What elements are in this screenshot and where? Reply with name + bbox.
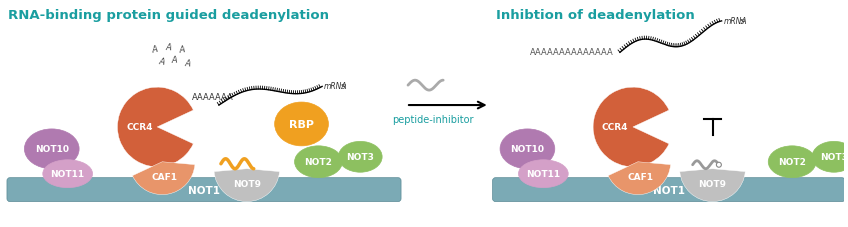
Wedge shape (132, 162, 195, 195)
Text: NOT3: NOT3 (820, 153, 848, 162)
Text: NOT2: NOT2 (778, 158, 806, 167)
Text: CAF1: CAF1 (628, 172, 654, 181)
Text: A: A (151, 45, 159, 55)
Ellipse shape (338, 142, 382, 173)
Text: peptide-inhibitor: peptide-inhibitor (392, 114, 474, 124)
Text: AAAAAAA: AAAAAAA (192, 93, 234, 102)
Wedge shape (214, 169, 280, 202)
Text: 5': 5' (739, 19, 745, 25)
Text: A: A (178, 45, 185, 55)
Ellipse shape (812, 142, 848, 173)
Ellipse shape (500, 129, 555, 169)
Ellipse shape (518, 160, 568, 188)
Ellipse shape (42, 160, 92, 188)
Text: CAF1: CAF1 (152, 172, 178, 181)
Text: A: A (171, 56, 177, 65)
Text: 5': 5' (340, 84, 346, 90)
Text: CCR4: CCR4 (126, 123, 153, 132)
Ellipse shape (294, 146, 343, 178)
Text: AAAAAAAAAAAAAA: AAAAAAAAAAAAAA (530, 48, 614, 57)
Wedge shape (117, 88, 193, 167)
Text: NOT2: NOT2 (304, 158, 332, 167)
Ellipse shape (275, 103, 328, 146)
Text: NOT10: NOT10 (510, 145, 544, 154)
Text: A: A (165, 43, 171, 52)
Text: CCR4: CCR4 (602, 123, 628, 132)
FancyBboxPatch shape (493, 178, 845, 202)
Wedge shape (593, 88, 669, 167)
Text: NOT9: NOT9 (233, 179, 261, 188)
Text: mRNA: mRNA (723, 17, 747, 26)
Text: NOT10: NOT10 (35, 145, 69, 154)
Ellipse shape (768, 146, 816, 178)
Text: Inhibtion of deadenylation: Inhibtion of deadenylation (495, 8, 695, 21)
Text: mRNA: mRNA (324, 82, 348, 91)
Text: NOT9: NOT9 (699, 179, 727, 188)
Text: RNA-binding protein guided deadenylation: RNA-binding protein guided deadenylation (8, 8, 329, 21)
Text: NOT1: NOT1 (653, 185, 684, 195)
FancyBboxPatch shape (7, 178, 401, 202)
Text: RBP: RBP (289, 119, 314, 129)
Text: NOT11: NOT11 (527, 170, 561, 178)
Ellipse shape (717, 163, 722, 168)
Text: NOT1: NOT1 (188, 185, 220, 195)
Text: A: A (159, 57, 165, 67)
Ellipse shape (25, 129, 79, 169)
Wedge shape (680, 169, 745, 202)
Text: A: A (184, 59, 191, 68)
Text: NOT3: NOT3 (346, 153, 374, 162)
Wedge shape (608, 162, 671, 195)
Text: NOT11: NOT11 (51, 170, 85, 178)
